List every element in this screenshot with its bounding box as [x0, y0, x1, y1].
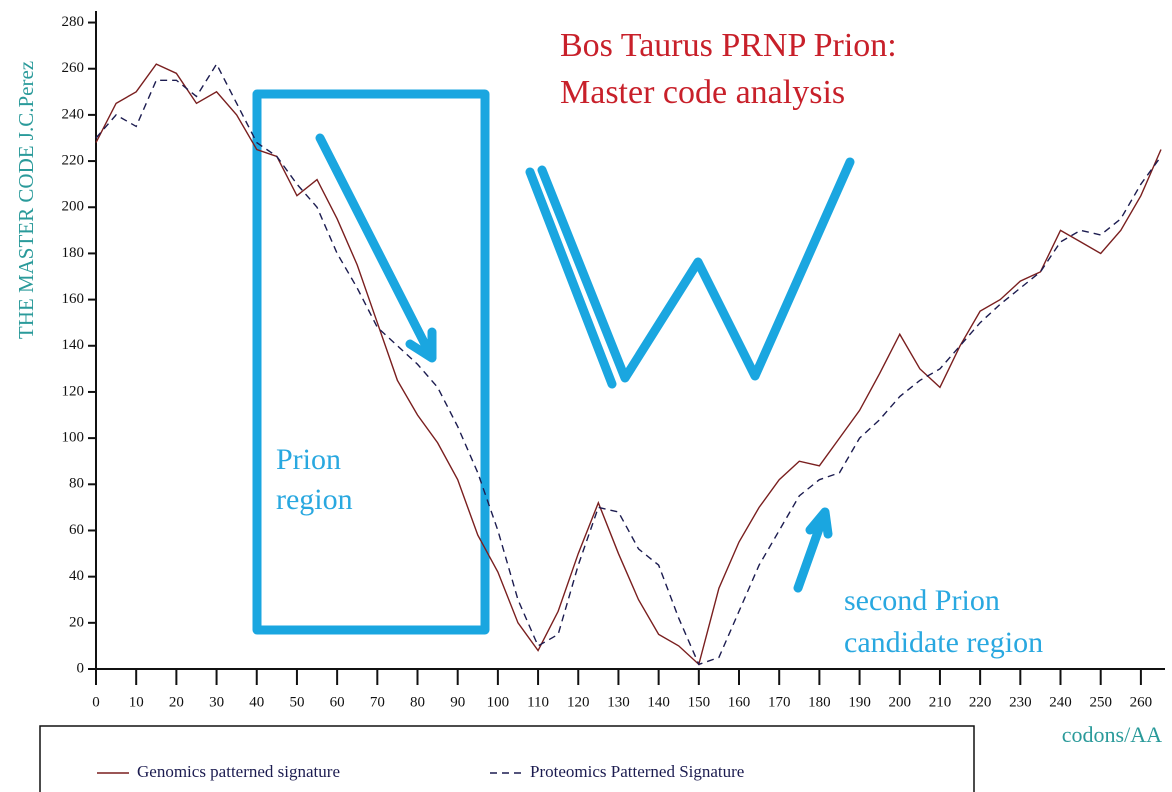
y-tick-label: 180 [62, 245, 85, 261]
x-tick-label: 120 [567, 694, 590, 710]
y-tick-label: 220 [62, 153, 85, 169]
annotation: Prion [276, 443, 341, 476]
arrow [793, 507, 833, 593]
x-tick-label: 40 [249, 694, 264, 710]
y-tick-label: 20 [69, 614, 84, 630]
x-tick-label: 130 [607, 694, 630, 710]
x-tick-label: 150 [688, 694, 711, 710]
series-line [95, 63, 1162, 666]
x-tick-label: 10 [129, 694, 144, 710]
x-tick-label: 190 [848, 694, 871, 710]
chart-subtitle: Master code analysis [560, 74, 845, 111]
x-tick-label: 240 [1049, 694, 1072, 710]
x-tick-label: 30 [209, 694, 224, 710]
y-tick-label: 200 [62, 199, 85, 215]
legend-label: Genomics patterned signature [137, 762, 340, 781]
y-tick-label: 140 [62, 337, 85, 353]
overlay-drawing [252, 89, 855, 635]
x-tick-label: 160 [728, 694, 751, 710]
x-tick-label: 110 [527, 694, 549, 710]
x-tick-label: 70 [370, 694, 385, 710]
y-tick-label: 40 [69, 568, 84, 584]
x-tick-label: 200 [889, 694, 912, 710]
x-tick-label: 50 [289, 694, 304, 710]
x-tick-label: 260 [1130, 694, 1153, 710]
x-tick-label: 60 [330, 694, 345, 710]
x-tick-label: 250 [1089, 694, 1112, 710]
highlight-box [252, 89, 490, 635]
y-tick-label: 240 [62, 106, 85, 122]
x-tick-label: 0 [92, 694, 100, 710]
x-tick-label: 230 [1009, 694, 1032, 710]
series-line [95, 62, 1162, 666]
annotation: candidate region [844, 626, 1043, 659]
x-tick-label: 90 [450, 694, 465, 710]
y-tick-label: 80 [69, 476, 84, 492]
y-tick-label: 260 [62, 60, 85, 76]
annotation: region [276, 483, 353, 516]
chart-title: Bos Taurus PRNP Prion: [560, 27, 897, 64]
annotation: second Prion [844, 584, 1000, 617]
y-tick-label: 120 [62, 383, 85, 399]
y-tick-label: 160 [62, 291, 85, 307]
x-axis-label: codons/AA [1062, 722, 1162, 747]
x-tick-label: 20 [169, 694, 184, 710]
y-tick-label: 100 [62, 430, 85, 446]
arrow [315, 133, 437, 363]
y-axis-label: THE MASTER CODE J.C.Perez [14, 61, 38, 339]
x-tick-label: 210 [929, 694, 952, 710]
w-shape [525, 157, 855, 389]
y-tick-label: 60 [69, 522, 84, 538]
legend-box [39, 725, 975, 792]
x-tick-label: 170 [768, 694, 791, 710]
x-tick-label: 140 [647, 694, 670, 710]
x-tick-label: 100 [487, 694, 510, 710]
y-tick-label: 280 [62, 14, 85, 30]
y-tick-label: 0 [77, 660, 85, 676]
legend-label: Proteomics Patterned Signature [530, 762, 744, 781]
x-tick-label: 80 [410, 694, 425, 710]
x-tick-label: 220 [969, 694, 992, 710]
x-tick-label: 180 [808, 694, 831, 710]
